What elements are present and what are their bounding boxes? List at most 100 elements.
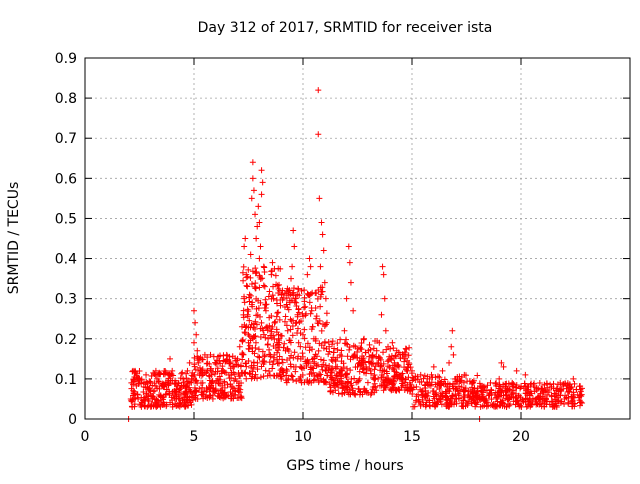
data-point [283,372,290,379]
data-point [512,384,519,391]
data-point [268,326,275,333]
data-point [499,399,506,406]
data-point [261,352,268,359]
data-point [578,393,585,400]
data-point [297,355,304,362]
data-point [247,251,254,258]
data-point [239,351,246,358]
data-point [429,399,436,406]
data-point [357,388,364,395]
data-point [443,383,450,390]
data-point [406,359,413,366]
data-point [328,367,335,374]
data-point [128,385,135,392]
data-point [276,281,283,288]
data-point [442,392,449,399]
data-point [201,351,208,358]
data-point [354,355,361,362]
data-point [439,393,446,400]
data-point [569,400,576,407]
data-point [196,364,203,371]
data-point [304,340,311,347]
data-point [569,394,576,401]
data-point [265,335,272,342]
data-point [345,243,352,250]
data-point [186,397,193,404]
data-point [241,299,248,306]
data-point [323,319,330,326]
data-point [346,344,353,351]
data-point [301,326,308,333]
data-point [253,295,260,302]
data-point [252,285,259,292]
data-point [234,355,241,362]
data-point [275,335,282,342]
data-point [317,284,324,291]
data-point [236,389,243,396]
data-point [343,374,350,381]
data-point [289,322,296,329]
data-point [380,271,387,278]
data-point [241,243,248,250]
data-point [225,371,232,378]
data-point [361,335,368,342]
data-point [483,395,490,402]
data-point [325,351,332,358]
data-point [366,341,373,348]
data-point [285,306,292,313]
data-point [376,339,383,346]
data-point [192,319,199,326]
data-point [173,402,180,409]
data-point [526,391,533,398]
data-point [188,401,195,408]
data-point [279,296,286,303]
data-point [242,235,249,242]
data-point [265,293,272,300]
data-point [141,403,148,410]
data-point [549,398,556,405]
data-point [252,211,259,218]
data-point [352,391,359,398]
data-point [503,380,510,387]
data-point [140,388,147,395]
data-point [177,385,184,392]
data-point [278,333,285,340]
data-point [373,347,380,354]
data-point [132,367,139,374]
data-point [194,395,201,402]
data-point [310,335,317,342]
data-point [506,402,513,409]
data-point [368,389,375,396]
data-point [544,391,551,398]
data-point [241,295,248,302]
data-point [262,367,269,374]
data-point [255,203,262,210]
chart-title: Day 312 of 2017, SRMTID for receiver ist… [198,20,493,36]
data-point [351,351,358,358]
data-point [446,359,453,366]
data-point [256,284,263,291]
data-point [365,347,372,354]
data-point [337,351,344,358]
data-point [250,187,257,194]
data-point [409,367,415,374]
data-point [302,344,309,351]
data-point [292,368,299,375]
data-point [164,379,171,386]
data-point [283,322,290,329]
data-point [254,359,261,366]
data-point [159,380,166,387]
data-point [138,380,145,387]
data-point [460,403,467,410]
data-point [136,375,143,382]
data-point [266,288,273,295]
data-point [279,367,286,374]
data-point [243,375,250,382]
data-point [333,372,340,379]
data-point [343,340,350,347]
data-point [279,356,286,363]
data-point [524,403,531,410]
y-tick-label: 0 [68,412,77,428]
data-point [289,332,296,339]
